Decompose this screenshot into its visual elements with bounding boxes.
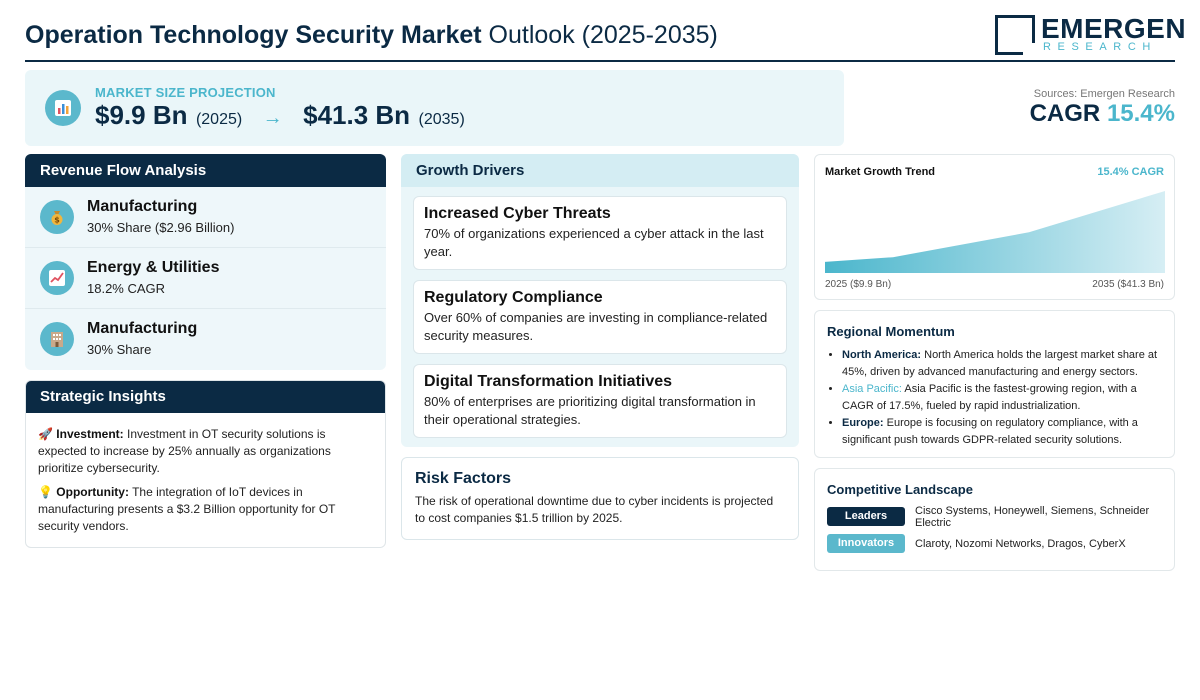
driver-text: Over 60% of companies are investing in c…: [424, 310, 768, 343]
building-icon: [40, 322, 74, 356]
trend-cagr: 15.4% CAGR: [1097, 166, 1164, 178]
revenue-item-sub: 18.2% CAGR: [87, 281, 166, 296]
page-header: Operation Technology Security Market Out…: [25, 12, 1186, 62]
chart-icon: [45, 90, 81, 126]
revenue-flow-card: Revenue Flow Analysis $ Manufacturing 30…: [25, 154, 386, 370]
insight-text: The integration of IoT devices in manufa…: [38, 485, 336, 533]
projection-end-year: (2035): [418, 111, 465, 128]
lightbulb-icon: 💡: [38, 485, 53, 499]
driver-title: Regulatory Compliance: [424, 289, 603, 306]
trend-start-label: 2025 ($9.9 Bn): [825, 279, 892, 290]
driver-text: 70% of organizations experienced a cyber…: [424, 226, 764, 259]
risk-factors-card: Risk Factors The risk of operational dow…: [401, 457, 799, 540]
regional-list: North America: North America holds the l…: [842, 347, 1164, 449]
logo-subtitle: RESEARCH: [1043, 41, 1157, 53]
projection-start-value: $9.9 Bn: [95, 100, 188, 130]
revenue-item-title: Manufacturing: [87, 320, 198, 337]
growth-area-chart: [825, 191, 1165, 273]
innovators-text: Claroty, Nozomi Networks, Dragos, CyberX: [915, 538, 1126, 550]
driver-title: Digital Transformation Initiatives: [424, 373, 673, 390]
region-text: Asia Pacific is the fastest-growing regi…: [842, 383, 1137, 412]
logo-name: EMERGEN: [1041, 13, 1187, 44]
insight-label: Opportunity:: [56, 485, 129, 499]
insight-label: Investment:: [56, 427, 124, 441]
growth-drivers-card: Growth Drivers Increased Cyber Threats 7…: [401, 154, 799, 447]
strategic-insights-card: Strategic Insights 🚀 Investment: Investm…: [25, 380, 386, 548]
driver-item: Regulatory Compliance Over 60% of compan…: [413, 280, 787, 354]
arrow-right-icon: →: [262, 107, 283, 129]
logo-mark-icon: [995, 15, 1035, 55]
regional-momentum-card: Regional Momentum North America: North A…: [814, 310, 1175, 458]
list-item: Europe: Europe is focusing on regulatory…: [842, 415, 1164, 448]
list-item: Asia Pacific: Asia Pacific is the fastes…: [842, 381, 1164, 414]
trend-up-icon: [40, 261, 74, 295]
region-text: Europe is focusing on regulatory complia…: [842, 417, 1138, 446]
svg-text:$: $: [54, 216, 60, 225]
projection-end-value: $41.3 Bn: [303, 100, 411, 130]
leaders-badge: Leaders: [827, 507, 905, 526]
revenue-item: Energy & Utilities 18.2% CAGR: [25, 248, 386, 309]
list-item: North America: North America holds the l…: [842, 347, 1164, 380]
market-growth-trend-card: Market Growth Trend 15.4% CAGR 2025 ($9.…: [814, 154, 1175, 300]
driver-item: Increased Cyber Threats 70% of organizat…: [413, 196, 787, 270]
revenue-item-title: Energy & Utilities: [87, 259, 220, 276]
projection-start-year: (2025): [195, 111, 243, 128]
growth-area: [825, 191, 1165, 273]
revenue-item: Manufacturing 30% Share: [25, 309, 386, 370]
regional-title: Regional Momentum: [827, 324, 955, 339]
page-title-light: Outlook (2025-2035): [488, 21, 718, 49]
region-name: Europe:: [842, 417, 884, 429]
revenue-flow-title: Revenue Flow Analysis: [25, 154, 386, 187]
risk-factors-text: The risk of operational downtime due to …: [415, 494, 774, 525]
cagr-summary: CAGR 15.4%: [1030, 100, 1175, 128]
competitive-title: Competitive Landscape: [827, 482, 973, 497]
insight-text: Investment in OT security solutions is e…: [38, 427, 331, 475]
page-title-bold: Operation Technology Security Market: [25, 21, 482, 49]
revenue-item-sub: 30% Share: [87, 342, 152, 357]
projection-label: MARKET SIZE PROJECTION: [95, 85, 276, 100]
trend-end-label: 2035 ($41.3 Bn): [1092, 279, 1164, 290]
page-title: Operation Technology Security Market Out…: [25, 21, 718, 50]
driver-text: 80% of enterprises are prioritizing digi…: [424, 394, 756, 427]
innovators-badge: Innovators: [827, 534, 905, 553]
competitive-landscape-card: Competitive Landscape Leaders Cisco Syst…: [814, 468, 1175, 571]
region-name: Asia Pacific:: [842, 383, 902, 395]
money-bag-icon: $: [40, 200, 74, 234]
trend-title: Market Growth Trend: [825, 166, 936, 178]
leaders-text: Cisco Systems, Honeywell, Siemens, Schne…: [915, 505, 1150, 529]
driver-title: Increased Cyber Threats: [424, 205, 611, 222]
emergen-logo: EMERGEN RESEARCH: [995, 14, 1186, 56]
sources-note: Sources: Emergen Research: [1033, 88, 1175, 100]
revenue-item: $ Manufacturing 30% Share ($2.96 Billion…: [25, 187, 386, 248]
insight-investment: 🚀 Investment: Investment in OT security …: [26, 426, 385, 477]
insight-opportunity: 💡 Opportunity: The integration of IoT de…: [26, 484, 385, 535]
growth-drivers-title: Growth Drivers: [401, 154, 799, 187]
revenue-item-title: Manufacturing: [87, 198, 198, 215]
cagr-label: CAGR: [1029, 100, 1101, 127]
region-text: North America holds the largest market s…: [842, 349, 1158, 378]
market-size-projection: MARKET SIZE PROJECTION $9.9 Bn (2025) → …: [25, 70, 844, 146]
region-name: North America:: [842, 349, 922, 361]
risk-factors-title: Risk Factors: [415, 470, 512, 487]
strategic-insights-title: Strategic Insights: [26, 381, 385, 413]
rocket-icon: 🚀: [38, 427, 53, 441]
cagr-value: 15.4%: [1106, 100, 1175, 127]
projection-values: $9.9 Bn (2025) → $41.3 Bn (2035): [95, 100, 465, 131]
revenue-item-sub: 30% Share ($2.96 Billion): [87, 220, 235, 235]
driver-item: Digital Transformation Initiatives 80% o…: [413, 364, 787, 438]
